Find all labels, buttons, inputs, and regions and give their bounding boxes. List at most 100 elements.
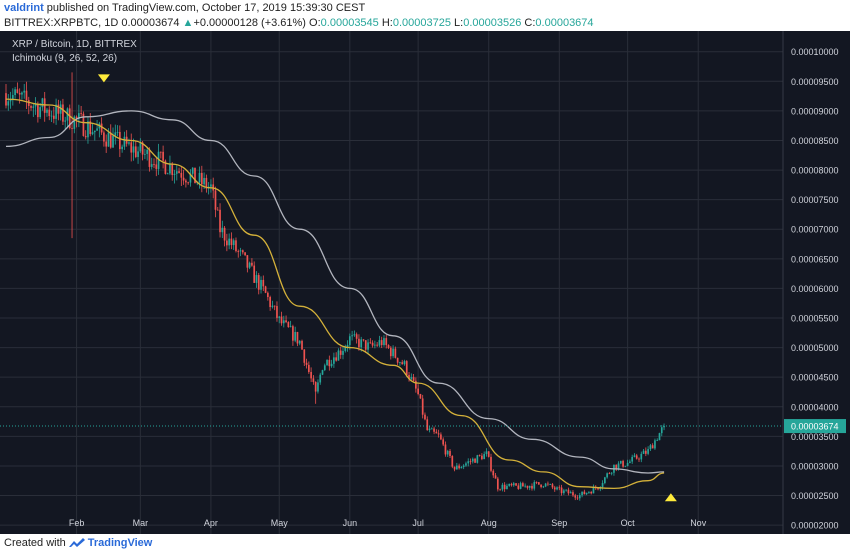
close-label: C: bbox=[524, 17, 536, 29]
candle bbox=[474, 457, 476, 463]
x-tick-label: Oct bbox=[621, 518, 636, 528]
candle bbox=[84, 130, 87, 140]
candle bbox=[244, 252, 246, 257]
candle bbox=[269, 295, 271, 311]
candle bbox=[635, 453, 638, 460]
candle bbox=[305, 358, 308, 369]
candle bbox=[649, 443, 652, 451]
ichimoku-yellow-line bbox=[5, 98, 665, 490]
candle bbox=[533, 480, 536, 491]
candle bbox=[27, 96, 30, 115]
candle bbox=[185, 178, 187, 188]
candle bbox=[11, 88, 14, 106]
candle bbox=[210, 179, 212, 193]
candle bbox=[355, 332, 358, 344]
candle bbox=[374, 340, 376, 349]
candle bbox=[280, 311, 283, 326]
candle bbox=[622, 459, 624, 468]
candle bbox=[383, 335, 385, 347]
candle bbox=[640, 451, 643, 463]
candle bbox=[103, 130, 105, 147]
candle bbox=[342, 346, 344, 360]
candle bbox=[123, 131, 126, 150]
candle bbox=[175, 165, 178, 181]
candle bbox=[396, 357, 399, 366]
candle bbox=[267, 291, 269, 301]
candle bbox=[387, 344, 390, 349]
candle bbox=[232, 238, 235, 250]
candle bbox=[455, 462, 458, 470]
candle bbox=[449, 449, 451, 459]
candle bbox=[565, 489, 567, 492]
chart-area[interactable]: 0.00010000 0.00009500 0.00009000 0.00008500… bbox=[0, 31, 850, 534]
candle bbox=[412, 373, 415, 382]
high-value: 0.00003725 bbox=[392, 17, 451, 29]
candle bbox=[574, 493, 577, 501]
candle bbox=[442, 437, 445, 447]
x-tick-label: Apr bbox=[204, 518, 218, 528]
candle bbox=[317, 379, 319, 394]
candle bbox=[271, 300, 274, 309]
candle bbox=[262, 275, 265, 292]
candle bbox=[642, 448, 645, 454]
candle bbox=[337, 348, 340, 361]
candle bbox=[624, 465, 627, 468]
candle bbox=[437, 429, 440, 438]
candle bbox=[235, 237, 237, 253]
candle bbox=[319, 372, 322, 385]
candle bbox=[98, 121, 101, 138]
candle bbox=[52, 107, 55, 124]
candle bbox=[333, 352, 335, 368]
candle bbox=[613, 464, 615, 476]
candle bbox=[216, 207, 219, 211]
candle bbox=[278, 315, 281, 324]
tradingview-logo-icon bbox=[68, 538, 85, 547]
candle bbox=[485, 448, 488, 457]
candle bbox=[576, 495, 579, 501]
ichimoku-white-line bbox=[5, 110, 665, 474]
candle bbox=[476, 454, 479, 464]
candle bbox=[73, 115, 76, 134]
candle bbox=[109, 124, 112, 149]
candle bbox=[638, 457, 640, 463]
candle bbox=[503, 482, 506, 492]
x-tick-label: Jul bbox=[412, 518, 424, 528]
candle bbox=[119, 125, 121, 158]
candle bbox=[169, 155, 171, 176]
candle bbox=[14, 86, 16, 99]
open-value: 0.00003545 bbox=[320, 17, 379, 29]
last-price-label: 0.00003674 bbox=[791, 422, 839, 432]
candle bbox=[32, 103, 35, 117]
candle bbox=[164, 159, 167, 175]
author-link[interactable]: valdrint bbox=[4, 2, 44, 14]
candle bbox=[264, 285, 267, 294]
candle bbox=[237, 249, 240, 258]
candle bbox=[91, 123, 94, 136]
candle bbox=[415, 377, 417, 393]
x-tick-label: Nov bbox=[690, 518, 707, 528]
candle bbox=[424, 412, 426, 421]
y-tick-label: 0.00002000 bbox=[791, 521, 839, 531]
candle bbox=[335, 352, 338, 362]
candle bbox=[440, 432, 442, 441]
price-chart[interactable]: 0.00010000 0.00009500 0.00009000 0.00008500… bbox=[0, 31, 850, 534]
candle bbox=[50, 110, 53, 122]
candle bbox=[253, 261, 256, 284]
candle bbox=[223, 226, 226, 247]
candle bbox=[62, 98, 64, 125]
candle bbox=[644, 447, 647, 457]
tradingview-brand[interactable]: TradingView bbox=[87, 537, 153, 549]
candle bbox=[403, 359, 406, 366]
candle bbox=[435, 429, 438, 434]
candle bbox=[239, 247, 242, 257]
candle bbox=[528, 485, 531, 491]
candle bbox=[663, 423, 665, 431]
candle bbox=[517, 483, 520, 490]
publish-text: published on TradingView.com, October 17… bbox=[43, 2, 366, 14]
candle bbox=[362, 339, 365, 342]
low-label: L: bbox=[454, 17, 464, 29]
candle bbox=[585, 492, 588, 496]
ohlc-header: BITTREX:XRPBTC, 1D 0.00003674 ▲+0.000001… bbox=[4, 17, 594, 29]
candle bbox=[5, 84, 7, 109]
candle bbox=[556, 486, 558, 491]
